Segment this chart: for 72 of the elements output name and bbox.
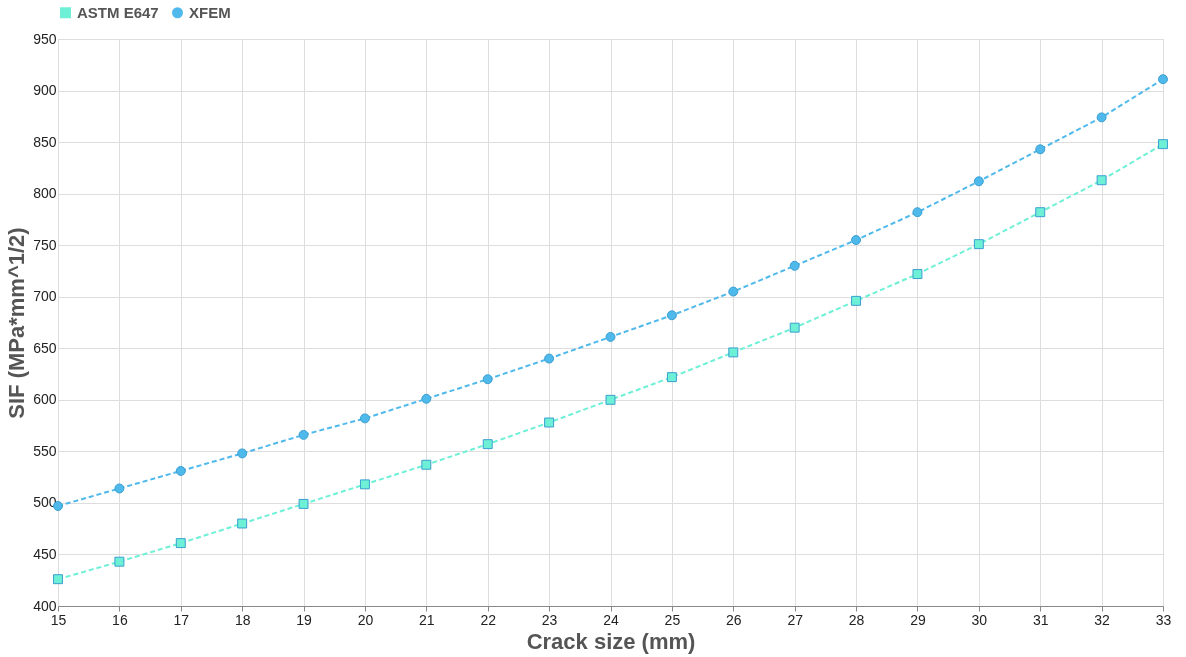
- point: [114, 556, 125, 567]
- x-tick-label: 32: [1094, 611, 1111, 628]
- x-tick-label: 27: [787, 611, 804, 628]
- y-tick-label: 800: [33, 185, 57, 202]
- x-tick-label: 21: [419, 611, 435, 628]
- x-tick-label: 16: [112, 611, 128, 628]
- y-tick-label: 950: [33, 30, 57, 47]
- y-tick-label: 700: [33, 288, 57, 305]
- point: [298, 429, 309, 440]
- x-tick-label: 25: [664, 611, 681, 628]
- point: [544, 417, 555, 428]
- point: [666, 310, 677, 321]
- point: [851, 295, 862, 306]
- point: [1035, 144, 1046, 155]
- point: [237, 518, 248, 529]
- y-tick-label: 650: [33, 339, 57, 356]
- point: [728, 347, 739, 358]
- x-tick-label: 30: [971, 611, 988, 628]
- y-axis-title: SIF (MPa*mm^1/2): [4, 227, 30, 419]
- x-tick-label: 23: [541, 611, 558, 628]
- point: [973, 239, 984, 250]
- point: [973, 176, 984, 187]
- point: [175, 538, 186, 549]
- y-tick-label: 450: [33, 545, 57, 562]
- x-tick-label: 18: [234, 611, 251, 628]
- y-tick-label: 600: [33, 391, 57, 408]
- point: [53, 574, 63, 585]
- x-tick-label: 19: [296, 611, 313, 628]
- point: [1035, 207, 1046, 218]
- point: [605, 394, 616, 405]
- legend-label: XFEM: [189, 3, 231, 21]
- x-tick-label: 24: [603, 611, 619, 628]
- legend-label: ASTM E647: [77, 3, 159, 21]
- x-axis-title: Crack size (mm): [526, 628, 696, 654]
- x-tick-label: 29: [910, 611, 926, 628]
- point: [482, 439, 493, 450]
- point: [666, 372, 677, 383]
- point: [728, 286, 739, 297]
- y-tick-label: 900: [33, 82, 57, 99]
- x-tick-label: 15: [50, 611, 67, 628]
- x-tick-label: 26: [725, 611, 742, 628]
- x-tick-label: 31: [1032, 611, 1049, 628]
- y-tick-label: 750: [33, 236, 57, 253]
- y-tick-label: 850: [33, 133, 57, 150]
- x-tick-label: 17: [173, 611, 190, 628]
- point: [789, 322, 800, 333]
- point: [1096, 112, 1107, 123]
- point: [544, 353, 555, 364]
- point: [1096, 175, 1107, 186]
- point: [175, 465, 186, 476]
- point: [114, 483, 125, 494]
- point: [851, 235, 862, 245]
- x-tick-label: 33: [1155, 611, 1172, 628]
- point: [912, 269, 923, 280]
- y-tick-label: 550: [33, 442, 57, 459]
- point: [421, 459, 432, 470]
- point: [421, 393, 432, 404]
- x-tick-label: 20: [357, 611, 374, 628]
- point: [912, 207, 923, 218]
- point: [359, 413, 370, 424]
- y-tick-label: 400: [33, 597, 57, 614]
- point: [1158, 139, 1168, 150]
- point: [298, 498, 309, 509]
- point: [605, 331, 616, 342]
- point: [359, 479, 370, 490]
- point: [789, 260, 800, 271]
- point: [237, 448, 248, 459]
- y-tick-label: 500: [33, 494, 57, 511]
- point: [482, 374, 493, 385]
- point: [1158, 74, 1168, 85]
- x-tick-label: 22: [480, 611, 497, 628]
- x-tick-label: 28: [848, 611, 865, 628]
